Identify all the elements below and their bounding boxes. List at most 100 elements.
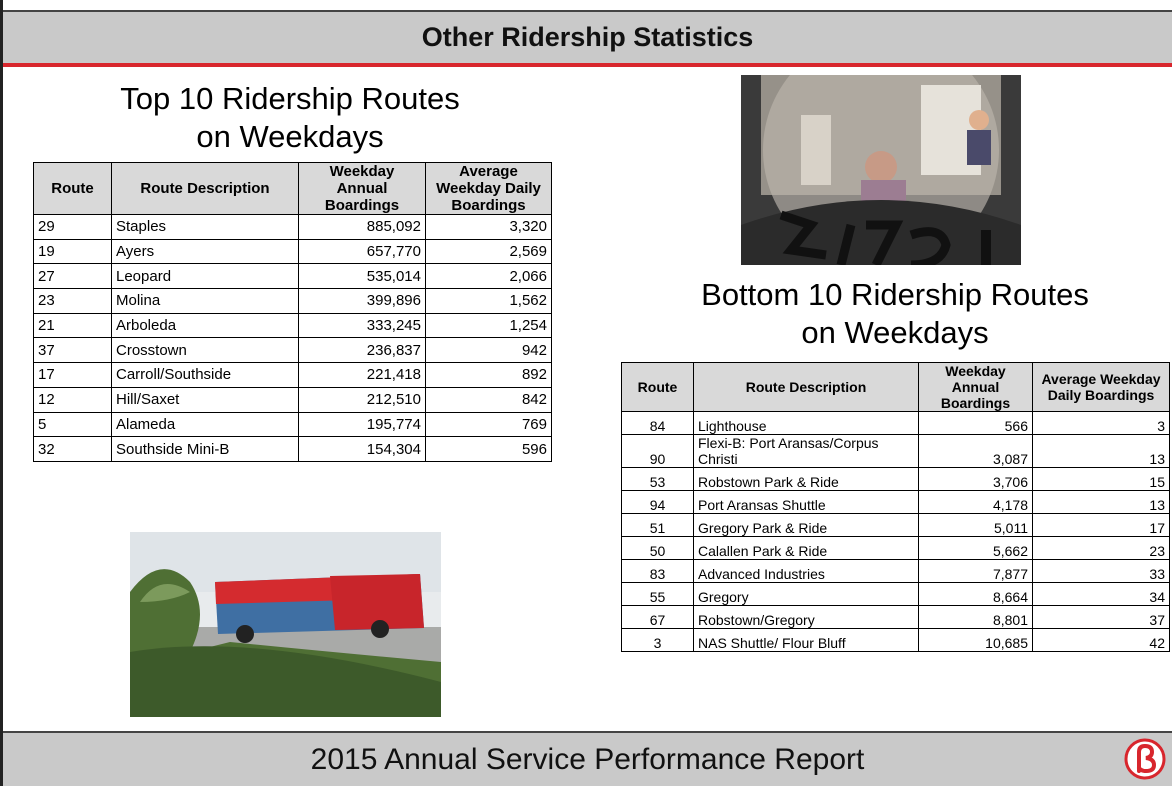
cell: 3	[621, 628, 694, 652]
cell: 29	[33, 214, 112, 240]
cell: 5,011	[918, 513, 1033, 537]
row: 19 Ayers 657,770 2,569	[33, 238, 552, 265]
header-cell: Route Description	[693, 362, 919, 412]
row: 12 Hill/Saxet 212,510 842	[33, 386, 552, 413]
row: 21 Arboleda 333,245 1,254	[33, 312, 552, 339]
logo	[1124, 738, 1166, 780]
row: 3 NAS Shuttle/ Flour Bluff 10,685 42	[621, 628, 1170, 652]
cell: 12	[33, 386, 112, 413]
cell: 42	[1032, 628, 1170, 652]
row: 83 Advanced Industries 7,877 33	[621, 559, 1170, 583]
cell: 37	[1032, 605, 1170, 629]
cell: 94	[621, 490, 694, 514]
row: 51 Gregory Park & Ride 5,011 17	[621, 513, 1170, 537]
cell: 535,014	[298, 263, 426, 290]
row: 32 Southside Mini-B 154,304 596	[33, 436, 552, 462]
cell: NAS Shuttle/ Flour Bluff	[693, 628, 919, 652]
header-cell: Route	[621, 362, 694, 412]
header-cell: Average Weekday Daily Boardings	[425, 162, 552, 215]
cell: 90	[621, 434, 694, 468]
top-table: Route Route Description Weekday Annual Boa…	[33, 162, 552, 462]
cell: Hill/Saxet	[111, 386, 299, 413]
cell: 212,510	[298, 386, 426, 413]
cell: 50	[621, 536, 694, 560]
cell: Port Aransas Shuttle	[693, 490, 919, 514]
cell: 195,774	[298, 411, 426, 438]
header-title: Other Ridership Statistics	[3, 10, 1172, 63]
row: 67 Robstown/Gregory 8,801 37	[621, 605, 1170, 629]
cell: 3,320	[425, 214, 552, 240]
cell: 32	[33, 436, 112, 462]
cell: Southside Mini-B	[111, 436, 299, 462]
row: 84 Lighthouse 566 3	[621, 411, 1170, 435]
cell: Gregory Park & Ride	[693, 513, 919, 537]
cell: Flexi-B: Port Aransas/Corpus Christi	[693, 434, 919, 468]
cell: 769	[425, 411, 552, 438]
cell: Lighthouse	[693, 411, 919, 435]
cell: 892	[425, 362, 552, 388]
cell: 221,418	[298, 362, 426, 388]
header-cell: Weekday Annual Boardings	[298, 162, 426, 215]
cell: 5,662	[918, 536, 1033, 560]
cell: 154,304	[298, 436, 426, 462]
cell: Arboleda	[111, 312, 299, 339]
cell: 13	[1032, 490, 1170, 514]
cell: 83	[621, 559, 694, 583]
cell: Ayers	[111, 238, 299, 265]
cell: Alameda	[111, 411, 299, 438]
cell: 3,706	[918, 467, 1033, 491]
cell: 53	[621, 467, 694, 491]
cell: 399,896	[298, 288, 426, 314]
row: 29 Staples 885,092 3,320	[33, 214, 552, 240]
header-cell: Average Weekday Daily Boardings	[1032, 362, 1170, 412]
top-title: Top 10 Ridership Routes on Weekdays	[40, 80, 540, 156]
header-row: Route Route Description Weekday Annual Boa…	[621, 362, 1170, 412]
cell: 21	[33, 312, 112, 339]
cell: 84	[621, 411, 694, 435]
cell: 15	[1032, 467, 1170, 491]
row: 90 Flexi-B: Port Aransas/Corpus Christi 3,…	[621, 434, 1170, 468]
title-line: Top 10 Ridership Routes	[120, 81, 460, 116]
bottom-table: Route Route Description Weekday Annual Boa…	[621, 362, 1170, 652]
cell: 2,569	[425, 238, 552, 265]
title-line: Bottom 10 Ridership Routes	[701, 277, 1089, 312]
cell: Robstown/Gregory	[693, 605, 919, 629]
header-cell: Route	[33, 162, 112, 215]
cell: 8,801	[918, 605, 1033, 629]
header-cell: Route Description	[111, 162, 299, 215]
cell: 10,685	[918, 628, 1033, 652]
header-row: Route Route Description Weekday Annual Boa…	[33, 162, 552, 215]
title-line: on Weekdays	[196, 119, 384, 154]
cell: 2,066	[425, 263, 552, 290]
row: 27 Leopard 535,014 2,066	[33, 263, 552, 290]
cell: Leopard	[111, 263, 299, 290]
cell: 51	[621, 513, 694, 537]
bottom-title: Bottom 10 Ridership Routes on Weekdays	[620, 276, 1170, 352]
cell: 55	[621, 582, 694, 606]
cell: Carroll/Southside	[111, 362, 299, 388]
cell: Gregory	[693, 582, 919, 606]
cell: 8,664	[918, 582, 1033, 606]
row: 5 Alameda 195,774 769	[33, 411, 552, 438]
row: 37 Crosstown 236,837 942	[33, 337, 552, 364]
cell: Calallen Park & Ride	[693, 536, 919, 560]
cell: 13	[1032, 434, 1170, 468]
cell: Robstown Park & Ride	[693, 467, 919, 491]
cell: 942	[425, 337, 552, 364]
cell: Molina	[111, 288, 299, 314]
row: 55 Gregory 8,664 34	[621, 582, 1170, 606]
cell: 37	[33, 337, 112, 364]
cell: Advanced Industries	[693, 559, 919, 583]
photo-driver	[741, 75, 1021, 265]
photo-bus	[130, 532, 441, 717]
cell: 33	[1032, 559, 1170, 583]
cell: 34	[1032, 582, 1170, 606]
cell: 3,087	[918, 434, 1033, 468]
cell: 842	[425, 386, 552, 413]
cell: Staples	[111, 214, 299, 240]
row: 17 Carroll/Southside 221,418 892	[33, 362, 552, 388]
cell: 7,877	[918, 559, 1033, 583]
cell: 23	[33, 288, 112, 314]
